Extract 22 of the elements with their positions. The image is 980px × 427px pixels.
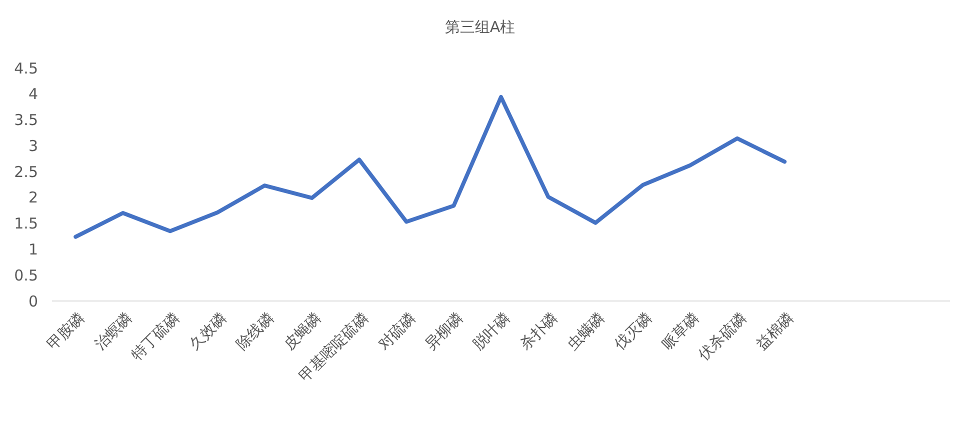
x-tick-label: 伐灭磷 [610, 308, 656, 354]
y-tick-label: 3.5 [14, 111, 38, 130]
x-tick-label: 虫螨磷 [564, 308, 608, 354]
y-tick-label: 2 [28, 188, 38, 207]
line-series [74, 94, 787, 239]
chart-title: 第三组A柱 [444, 18, 516, 36]
y-tick-label: 2.5 [14, 162, 38, 181]
y-tick-label: 1.5 [14, 214, 38, 233]
y-tick-label: 3 [28, 136, 38, 155]
y-tick-label: 4.5 [14, 59, 38, 78]
y-tick-label: 0.5 [14, 266, 38, 284]
y-tick-label: 1 [28, 240, 38, 258]
x-tick-label: 益棉磷 [752, 308, 798, 354]
x-tick-label: 除线磷 [232, 308, 278, 354]
x-tick-label: 脱叶磷 [468, 308, 514, 354]
x-tick-label: 异柳磷 [422, 308, 466, 354]
x-tick-label: 对硫磷 [374, 308, 420, 354]
x-tick-label: 甲胺磷 [44, 308, 88, 354]
y-tick-label: 0 [28, 292, 38, 310]
x-tick-label: 久效磷 [185, 308, 230, 354]
y-tick-label: 4 [28, 85, 38, 104]
x-tick-label: 杀扑磷 [516, 308, 561, 354]
